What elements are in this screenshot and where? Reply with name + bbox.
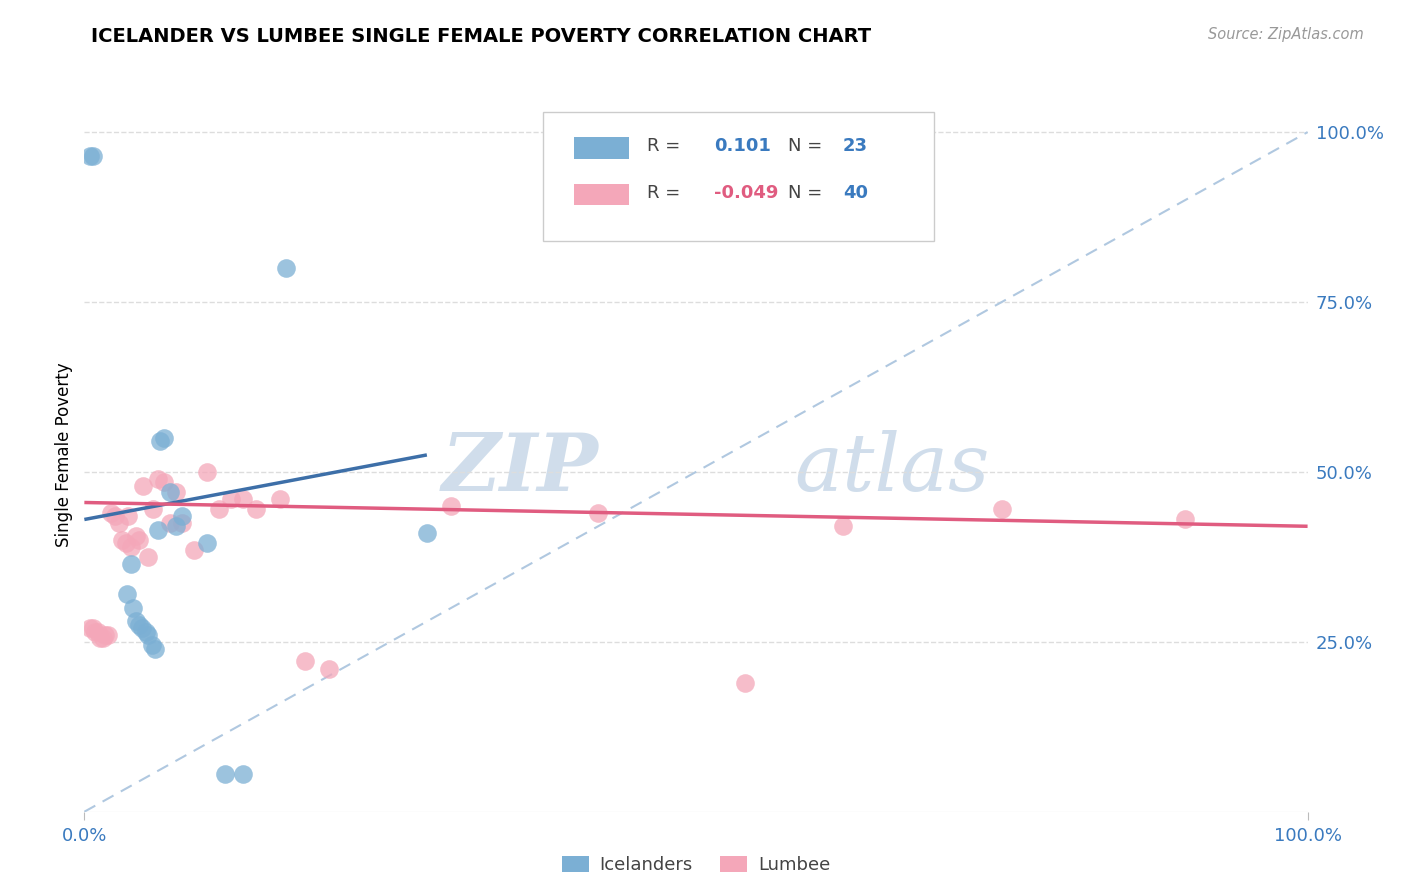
- Point: [111, 533, 134, 547]
- FancyBboxPatch shape: [574, 137, 628, 159]
- Point: [172, 509, 194, 524]
- Text: R =: R =: [647, 137, 681, 155]
- Point: [141, 638, 163, 652]
- Point: [136, 549, 159, 564]
- Point: [214, 767, 236, 781]
- Point: [125, 615, 148, 629]
- Point: [159, 485, 181, 500]
- Point: [153, 475, 176, 489]
- Point: [165, 485, 187, 500]
- Point: [142, 502, 165, 516]
- Text: atlas: atlas: [794, 431, 990, 508]
- Point: [115, 536, 138, 550]
- Point: [82, 621, 104, 635]
- Point: [153, 431, 176, 445]
- Point: [143, 641, 166, 656]
- Point: [416, 526, 439, 541]
- Point: [82, 149, 104, 163]
- Point: [84, 624, 107, 639]
- Point: [87, 624, 110, 639]
- Point: [195, 465, 218, 479]
- Point: [135, 624, 157, 639]
- Point: [991, 502, 1014, 516]
- Point: [115, 587, 138, 601]
- Point: [219, 492, 242, 507]
- Point: [734, 675, 756, 690]
- Text: 23: 23: [842, 137, 868, 155]
- Text: 40: 40: [842, 184, 868, 202]
- Point: [89, 632, 111, 646]
- Point: [159, 516, 181, 530]
- Point: [245, 502, 267, 516]
- Point: [107, 516, 129, 530]
- Point: [183, 543, 205, 558]
- Point: [195, 536, 218, 550]
- Point: [208, 502, 231, 516]
- Text: -0.049: -0.049: [714, 184, 779, 202]
- Point: [165, 519, 187, 533]
- Point: [117, 509, 139, 524]
- Text: ZIP: ZIP: [441, 431, 598, 508]
- Legend: Icelanders, Lumbee: Icelanders, Lumbee: [554, 848, 838, 881]
- Text: N =: N =: [787, 184, 823, 202]
- Point: [122, 600, 145, 615]
- Point: [586, 506, 609, 520]
- Point: [232, 767, 254, 781]
- Text: Source: ZipAtlas.com: Source: ZipAtlas.com: [1208, 27, 1364, 42]
- Point: [232, 492, 254, 507]
- Point: [318, 662, 340, 676]
- Text: ICELANDER VS LUMBEE SINGLE FEMALE POVERTY CORRELATION CHART: ICELANDER VS LUMBEE SINGLE FEMALE POVERT…: [91, 27, 872, 45]
- Y-axis label: Single Female Poverty: Single Female Poverty: [55, 363, 73, 547]
- FancyBboxPatch shape: [543, 112, 935, 241]
- Text: 0.101: 0.101: [714, 137, 772, 155]
- Point: [269, 492, 291, 507]
- Point: [94, 628, 117, 642]
- FancyBboxPatch shape: [574, 184, 628, 205]
- Point: [131, 621, 153, 635]
- Point: [132, 478, 155, 492]
- Point: [1174, 512, 1197, 526]
- Point: [128, 617, 150, 632]
- Point: [136, 628, 159, 642]
- Point: [120, 557, 142, 571]
- Point: [100, 506, 122, 520]
- Text: R =: R =: [647, 184, 681, 202]
- Point: [831, 519, 853, 533]
- Point: [97, 628, 120, 642]
- Point: [276, 260, 298, 275]
- Point: [104, 509, 127, 524]
- Point: [440, 499, 463, 513]
- Point: [79, 149, 101, 163]
- Point: [91, 632, 114, 646]
- Point: [149, 434, 172, 449]
- Point: [146, 523, 169, 537]
- Text: N =: N =: [787, 137, 823, 155]
- Point: [146, 472, 169, 486]
- Point: [125, 529, 148, 543]
- Point: [172, 516, 194, 530]
- Point: [128, 533, 150, 547]
- Point: [120, 540, 142, 554]
- Point: [79, 621, 101, 635]
- Point: [294, 654, 316, 668]
